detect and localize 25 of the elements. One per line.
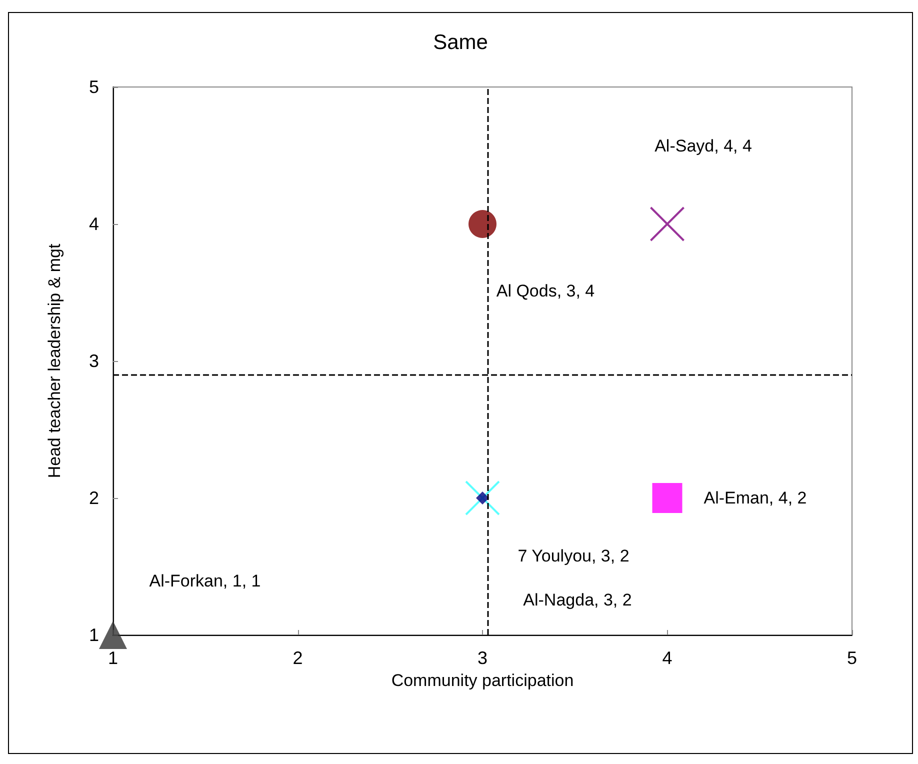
annotation: Al-Eman, 4, 2 <box>704 488 807 508</box>
point <box>652 483 682 513</box>
x-tick-label: 1 <box>108 648 118 668</box>
annotation: Al-Sayd, 4, 4 <box>654 136 752 156</box>
x-tick-label: 3 <box>477 648 488 668</box>
point <box>99 621 127 649</box>
x-tick-label: 5 <box>846 648 858 668</box>
point <box>650 206 685 242</box>
y-tick-label: 2 <box>88 488 99 508</box>
annotation: Al Qods, 3, 4 <box>496 282 595 300</box>
y-tick-label: 3 <box>88 351 99 371</box>
chart-title: Same <box>433 31 488 54</box>
y-tick-label: 5 <box>88 77 99 97</box>
point <box>465 480 500 516</box>
annotation: Al-Forkan, 1, 1 <box>149 572 261 590</box>
point <box>476 492 489 504</box>
annotation: 7 Youlyou, 3, 2 <box>518 546 630 566</box>
x-axis-title: Community participation <box>391 670 574 690</box>
x-tick-label: 4 <box>662 648 672 668</box>
point <box>468 210 496 238</box>
x-tick-label: 2 <box>292 648 303 668</box>
annotation: Al-Nagda, 3, 2 <box>523 590 632 610</box>
y-tick-label: 4 <box>88 214 99 234</box>
y-tick-label: 1 <box>88 625 99 645</box>
y-axis-title: Head teacher leadership & mgt <box>45 244 64 478</box>
